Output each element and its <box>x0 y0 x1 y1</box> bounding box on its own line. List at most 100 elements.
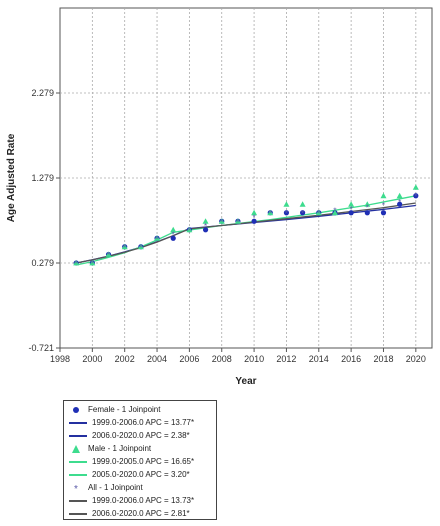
legend-entry-male-fit-2: 2005.0-2020.0 APC = 3.20* <box>64 468 216 481</box>
data-points: * * * * * * * * * * * * * * * * * * * * * * <box>73 184 419 268</box>
all-data-point: * <box>253 214 256 223</box>
legend-label: 2006.0-2020.0 APC = 2.38* <box>92 431 190 440</box>
grid-lines <box>60 8 432 348</box>
male-data-point <box>267 209 274 216</box>
female-data-point <box>380 210 387 216</box>
all-data-point: * <box>333 207 336 216</box>
line-swatch-icon <box>64 507 88 520</box>
all-data-point: * <box>301 209 304 218</box>
legend-label: Female - 1 Joinpoint <box>88 405 161 414</box>
x-tick-label: 2000 <box>82 354 102 364</box>
male-data-point <box>137 243 144 250</box>
legend-entry-male: Male - 1 Joinpoint <box>64 442 216 455</box>
legend-label: All - 1 Joinpoint <box>88 483 143 492</box>
female-data-point <box>300 210 306 216</box>
all-data-point: * <box>382 201 385 210</box>
all-data-point: * <box>398 198 401 207</box>
all-data-point: * <box>155 235 158 244</box>
line-swatch-icon <box>64 494 88 507</box>
legend-label: 2006.0-2020.0 APC = 2.81* <box>92 509 190 518</box>
legend-entry-all: * All - 1 Joinpoint <box>64 481 216 494</box>
male-data-point <box>283 201 290 207</box>
male-data-point <box>348 201 355 207</box>
x-tick-label: 2008 <box>212 354 232 364</box>
male-data-point <box>380 192 387 199</box>
all-data-point: * <box>123 243 126 252</box>
all-data-point: * <box>285 209 288 218</box>
x-tick-label: 1998 <box>50 354 70 364</box>
x-tick-label: 2016 <box>341 354 361 364</box>
all-data-point: * <box>317 209 320 218</box>
circle-marker-icon <box>64 403 88 416</box>
all-data-point: * <box>204 222 207 231</box>
female-data-point <box>348 210 354 216</box>
male-data-point <box>234 218 241 224</box>
male-data-point <box>154 235 161 241</box>
y-tick-label: 1.279 <box>31 173 54 183</box>
legend: Female - 1 Joinpoint 1999.0-2006.0 APC =… <box>63 400 217 520</box>
fit-line-series-2-segment-0 <box>76 228 190 264</box>
male-data-point <box>89 259 96 266</box>
male-data-point <box>315 209 322 216</box>
female-data-point <box>202 227 209 233</box>
x-tick-label: 2014 <box>309 354 329 364</box>
male-data-point <box>202 218 209 224</box>
fit-line-series-2-segment-1 <box>189 202 416 230</box>
line-swatch-icon <box>64 416 88 429</box>
joinpoint-chart: 1998 2000 2002 2004 2006 2008 2010 2012 2014 2016… <box>6 7 433 387</box>
all-data-point: * <box>366 203 369 212</box>
legend-label: 1999.0-2005.0 APC = 16.65* <box>92 457 195 466</box>
x-tick-label: 2018 <box>373 354 393 364</box>
male-data-point <box>251 209 258 216</box>
all-data-point: * <box>188 226 191 235</box>
line-swatch-icon <box>64 468 88 481</box>
female-data-point <box>413 193 419 199</box>
x-tick-label: 2002 <box>115 354 135 364</box>
male-data-point <box>186 226 193 233</box>
all-data-point: * <box>236 218 239 227</box>
y-tick-label: -0.721 <box>28 343 54 353</box>
x-tick-label: 2012 <box>276 354 296 364</box>
male-data-point <box>170 226 177 233</box>
male-data-point <box>299 201 306 207</box>
legend-entry-all-fit-2: 2006.0-2020.0 APC = 2.81* <box>64 507 216 520</box>
male-data-point <box>218 218 225 224</box>
all-data-point: * <box>107 251 110 260</box>
y-tick-label: 0.279 <box>31 258 54 268</box>
male-data-point <box>396 192 403 199</box>
all-data-point: * <box>172 231 175 240</box>
x-tick-label: 2004 <box>147 354 167 364</box>
axis-ticks: 1998 2000 2002 2004 2006 2008 2010 2012 2014 2016… <box>28 88 425 364</box>
x-axis-title: Year <box>235 376 256 387</box>
female-data-point <box>364 210 370 216</box>
all-data-point: * <box>139 243 142 252</box>
all-data-point: * <box>75 259 78 268</box>
star-marker-icon: * <box>64 481 88 494</box>
female-data-point <box>251 218 257 224</box>
male-data-point <box>331 209 338 216</box>
x-tick-label: 2010 <box>244 354 264 364</box>
legend-label: 1999.0-2006.0 APC = 13.77* <box>92 418 195 427</box>
legend-label: Male - 1 Joinpoint <box>88 444 152 453</box>
y-tick-label: 2.279 <box>31 88 54 98</box>
line-swatch-icon <box>64 429 88 442</box>
legend-entry-female-fit-2: 2006.0-2020.0 APC = 2.38* <box>64 429 216 442</box>
all-data-point: * <box>91 259 94 268</box>
legend-label: 1999.0-2006.0 APC = 13.73* <box>92 496 195 505</box>
all-data-point: * <box>269 209 272 218</box>
legend-entry-male-fit-1: 1999.0-2005.0 APC = 16.65* <box>64 455 216 468</box>
legend-entry-all-fit-1: 1999.0-2006.0 APC = 13.73* <box>64 494 216 507</box>
all-data-point: * <box>350 205 353 214</box>
male-data-point <box>412 184 419 190</box>
line-swatch-icon <box>64 455 88 468</box>
male-data-point <box>73 259 80 266</box>
x-tick-label: 2006 <box>179 354 199 364</box>
male-data-point <box>105 251 112 257</box>
male-data-point <box>121 243 128 250</box>
svg-text:*: * <box>74 484 78 493</box>
legend-label: 2005.0-2020.0 APC = 3.20* <box>92 470 190 479</box>
male-data-point <box>364 201 371 207</box>
female-data-point <box>283 210 290 216</box>
y-axis-title: Age Adjusted Rate <box>6 133 17 222</box>
all-data-point: * <box>414 192 417 201</box>
